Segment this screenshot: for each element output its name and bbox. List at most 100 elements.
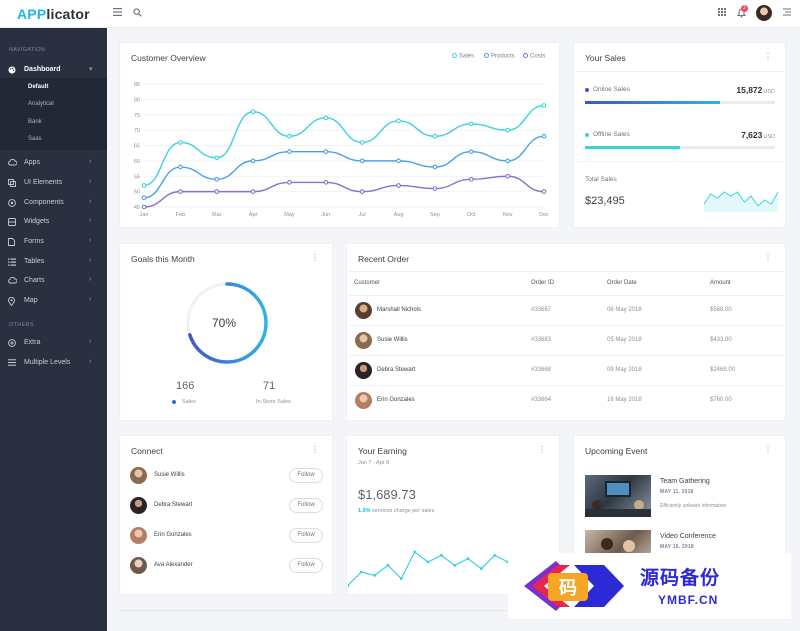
data-point[interactable] <box>432 186 438 191</box>
date-range: Jan 7 - Apr 8 <box>358 460 390 466</box>
data-point[interactable] <box>505 127 510 133</box>
avatar <box>130 557 147 574</box>
sidebar-item-ui-elements[interactable]: UI Elements › <box>0 175 107 191</box>
follow-button[interactable]: Follow <box>289 468 323 483</box>
column-header-amount[interactable]: Amount <box>710 280 731 286</box>
data-point[interactable] <box>178 189 183 194</box>
data-point[interactable] <box>468 121 474 127</box>
sidebar-item-dashboard[interactable]: Dashboard ▾ <box>0 62 107 78</box>
data-point[interactable] <box>323 149 329 154</box>
data-point[interactable] <box>178 164 183 170</box>
more-options-icon[interactable]: ⋮ <box>311 445 319 454</box>
data-point[interactable] <box>541 133 547 139</box>
search-icon[interactable] <box>131 8 143 20</box>
submenu-saas[interactable]: Saas <box>28 136 42 142</box>
more-options-icon[interactable]: ⋮ <box>538 445 546 454</box>
y-tick-label: 60 <box>134 159 140 165</box>
follow-button[interactable]: Follow <box>289 558 323 573</box>
user-avatar[interactable] <box>756 5 772 21</box>
data-point <box>439 553 443 557</box>
data-point[interactable] <box>323 180 329 185</box>
data-point <box>479 567 483 571</box>
sidebar-item-charts[interactable]: Charts › <box>0 273 107 289</box>
table-row[interactable]: Debra Stewart #33668 09 May 2018 $2468.0… <box>348 355 784 385</box>
data-point[interactable] <box>141 183 147 188</box>
offline-sales-bar <box>585 146 775 149</box>
data-point[interactable] <box>432 133 438 139</box>
data-point[interactable] <box>214 189 220 194</box>
series-line-costs[interactable] <box>143 175 545 208</box>
column-header-customer[interactable]: Customer <box>354 280 381 286</box>
table-row[interactable]: Erin Gonzales #33664 16 May 2018 $760.00 <box>348 385 784 415</box>
series-line-products[interactable] <box>143 135 545 199</box>
data-point <box>386 563 390 567</box>
follow-button[interactable]: Follow <box>289 498 323 513</box>
sidebar-item-apps[interactable]: Apps › <box>0 155 107 171</box>
sidebar-item-tables[interactable]: Tables › <box>0 254 107 270</box>
column-header-order-id[interactable]: Order ID <box>531 280 555 286</box>
data-point[interactable] <box>396 158 401 164</box>
data-point[interactable] <box>141 195 147 201</box>
data-point[interactable] <box>323 115 329 121</box>
more-options-icon[interactable]: ⋮ <box>764 52 772 61</box>
data-point[interactable] <box>287 149 292 154</box>
data-point[interactable] <box>141 204 147 210</box>
notification-badge: 2 <box>741 5 748 12</box>
submenu-default[interactable]: Default <box>28 84 49 90</box>
data-point[interactable] <box>178 140 183 145</box>
data-point[interactable] <box>250 189 256 194</box>
data-point[interactable] <box>250 158 256 164</box>
sidebar-item-components[interactable]: Components › <box>0 195 107 211</box>
table-row[interactable]: Susie Willis #33683 05 May 2018 $433.00 <box>348 325 784 355</box>
column-header-order-date[interactable]: Order Date <box>607 280 637 286</box>
grid-icon[interactable] <box>716 8 728 20</box>
data-point[interactable] <box>287 133 292 139</box>
x-tick-label: Dec <box>539 212 549 218</box>
data-point[interactable] <box>396 183 401 188</box>
more-options-icon[interactable]: ⋮ <box>764 253 772 262</box>
watermark-url: YMBF.CN <box>658 593 719 607</box>
offline-sales-value: 7,623USD <box>741 130 775 140</box>
legend-products[interactable]: Products <box>484 53 515 60</box>
app-logo[interactable]: APPlicator <box>17 6 90 22</box>
cell-order-id: #33668 <box>531 367 552 373</box>
submenu-bank[interactable]: Bank <box>28 119 42 125</box>
event-title[interactable]: Video Conference <box>660 533 716 540</box>
sidebar-item-widgets[interactable]: Widgets › <box>0 214 107 230</box>
more-options-icon[interactable]: ⋮ <box>764 445 772 454</box>
sidebar-item-forms[interactable]: Forms › <box>0 234 107 250</box>
list-icon[interactable] <box>781 8 793 20</box>
sidebar-item-map[interactable]: Map › <box>0 293 107 309</box>
sales-label: Sales <box>182 399 196 405</box>
card-title: Recent Order <box>358 254 410 264</box>
submenu-analytical[interactable]: Analytical <box>28 101 54 107</box>
data-point[interactable] <box>359 158 365 164</box>
event-title[interactable]: Team Gathering <box>660 478 710 485</box>
table-row[interactable]: Marshall Nichols #33667 06 May 2018 $568… <box>348 295 784 325</box>
data-point[interactable] <box>505 158 510 164</box>
data-point[interactable] <box>396 118 401 124</box>
sidebar-item-multiple-levels[interactable]: Multiple Levels › <box>0 355 107 371</box>
hamburger-icon[interactable] <box>111 8 123 20</box>
data-point[interactable] <box>505 173 510 179</box>
line-chart[interactable]: 45 50 55 60 65 70 75 80 85 Jan Feb Mar Apr May Jun Jul A… <box>120 43 561 229</box>
data-point[interactable] <box>541 189 547 194</box>
data-point[interactable] <box>468 176 474 182</box>
data-point[interactable] <box>541 103 547 108</box>
data-point[interactable] <box>359 189 365 194</box>
legend-costs[interactable]: Costs <box>523 53 545 60</box>
data-point[interactable] <box>214 176 220 182</box>
data-point[interactable] <box>287 180 292 185</box>
data-point[interactable] <box>432 164 438 170</box>
data-point[interactable] <box>359 140 365 145</box>
data-point[interactable] <box>468 149 474 154</box>
chevron-right-icon: › <box>89 358 92 365</box>
data-point[interactable] <box>250 109 256 115</box>
data-point[interactable] <box>214 155 220 161</box>
more-options-icon[interactable]: ⋮ <box>311 253 319 262</box>
follow-button[interactable]: Follow <box>289 528 323 543</box>
sidebar-item-extra[interactable]: Extra › <box>0 335 107 351</box>
legend-sales[interactable]: Sales <box>452 53 474 60</box>
data-point <box>399 577 403 581</box>
event-image[interactable] <box>585 475 651 517</box>
